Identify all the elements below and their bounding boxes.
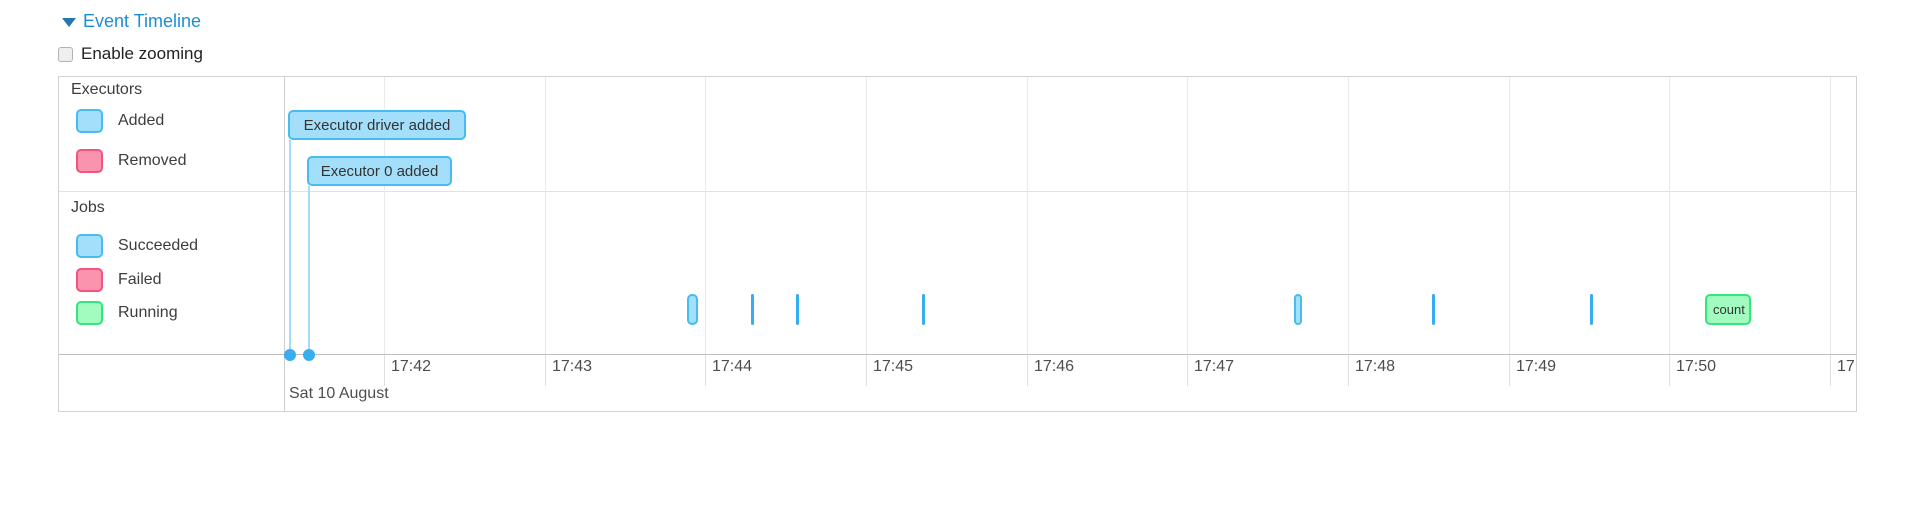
axis-tick-label: 17:47 xyxy=(1194,358,1235,375)
axis-tick-label: 17:49 xyxy=(1516,358,1557,375)
legend-swatch-failed xyxy=(76,268,103,292)
job-event-succeeded[interactable] xyxy=(687,294,698,325)
grid-line xyxy=(1669,77,1670,354)
grid-stub xyxy=(866,355,867,386)
grid-line xyxy=(1509,77,1510,354)
grid-stub xyxy=(1669,355,1670,386)
axis-tick-label: 17:45 xyxy=(873,358,914,375)
job-event-running[interactable]: count xyxy=(1705,294,1751,325)
job-event-succeeded[interactable] xyxy=(1590,294,1593,325)
grid-stub xyxy=(705,355,706,386)
axis-major-label: Sat 10 August xyxy=(289,385,389,402)
legend-group-label-jobs: Jobs xyxy=(71,199,105,216)
enable-zooming-row: Enable zooming xyxy=(58,44,203,64)
collapse-triangle-icon xyxy=(62,18,76,27)
job-event-succeeded[interactable] xyxy=(922,294,925,325)
job-event-succeeded[interactable] xyxy=(1432,294,1435,325)
grid-line xyxy=(866,77,867,354)
legend-swatch-added xyxy=(76,109,103,133)
executor-event-line xyxy=(289,140,291,354)
grid-line xyxy=(1348,77,1349,354)
event-timeline-toggle[interactable]: Event Timeline xyxy=(62,11,201,32)
executor-event-box[interactable]: Executor 0 added xyxy=(307,156,452,186)
legend-swatch-removed xyxy=(76,149,103,173)
legend-label-added: Added xyxy=(118,112,165,129)
grid-stub xyxy=(1509,355,1510,386)
legend-divider xyxy=(284,77,285,411)
executor-event-box[interactable]: Executor driver added xyxy=(288,110,466,140)
timeline-panel: Sat 10 August 17:42 17:43 17:44 17:45 17:46 1… xyxy=(58,76,1857,412)
legend-swatch-running xyxy=(76,301,103,325)
legend-swatch-succeeded xyxy=(76,234,103,258)
grid-line xyxy=(705,77,706,354)
legend-label-succeeded: Succeeded xyxy=(118,237,199,254)
axis-tick-label: 17:50 xyxy=(1676,358,1717,375)
axis-tick-label: 17:42 xyxy=(391,358,432,375)
grid-line xyxy=(384,77,385,354)
grid-stub xyxy=(1348,355,1349,386)
axis-tick-label: 17:51 xyxy=(1837,358,1856,375)
executor-event-line xyxy=(308,186,310,354)
executors-jobs-divider xyxy=(59,191,1856,192)
legend-label-removed: Removed xyxy=(118,152,187,169)
legend-label-failed: Failed xyxy=(118,271,162,288)
executor-event-dot xyxy=(284,349,296,361)
axis-tick-label: 17:44 xyxy=(712,358,753,375)
section-title: Event Timeline xyxy=(83,11,202,31)
grid-line xyxy=(545,77,546,354)
grid-line xyxy=(1830,77,1831,354)
grid-line xyxy=(1187,77,1188,354)
enable-zooming-checkbox[interactable] xyxy=(58,46,73,62)
grid-stub xyxy=(1187,355,1188,386)
job-event-succeeded[interactable] xyxy=(796,294,799,325)
axis-tick-label: 17:46 xyxy=(1034,358,1075,375)
legend-label-running: Running xyxy=(118,304,178,321)
job-event-succeeded[interactable] xyxy=(1294,294,1302,325)
grid-stub xyxy=(384,355,385,386)
time-axis-line xyxy=(59,354,1856,355)
grid-stub xyxy=(1027,355,1028,386)
job-event-succeeded[interactable] xyxy=(751,294,754,325)
grid-stub xyxy=(545,355,546,386)
grid-stub xyxy=(1830,355,1831,386)
axis-tick-label: 17:48 xyxy=(1355,358,1396,375)
legend-group-label-executors: Executors xyxy=(71,81,143,98)
enable-zooming-label: Enable zooming xyxy=(81,44,203,63)
executor-event-dot xyxy=(303,349,315,361)
grid-line xyxy=(1027,77,1028,354)
axis-tick-label: 17:43 xyxy=(552,358,593,375)
